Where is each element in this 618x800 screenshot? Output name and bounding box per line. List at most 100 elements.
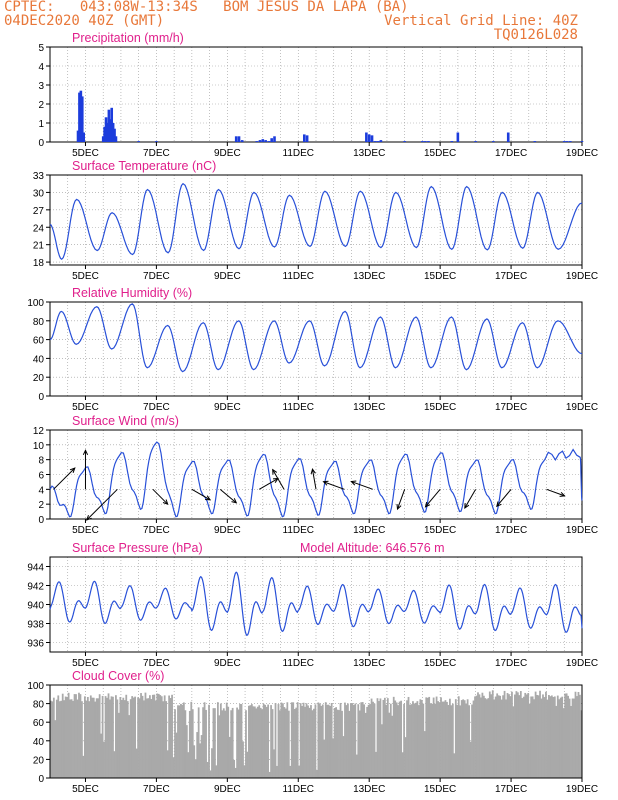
x-tick-label: 9DEC: [214, 148, 241, 159]
cloud-bar: [215, 765, 218, 778]
cloud-bar: [545, 691, 547, 778]
cloud-bar: [552, 696, 555, 778]
cloud-bar: [568, 698, 571, 778]
cloud-bar: [366, 706, 369, 778]
cloud-bar: [502, 695, 504, 778]
cloud-bar: [329, 705, 332, 778]
cloud-bar: [311, 710, 314, 778]
grid-note: Vertical Grid Line: 40Z: [384, 13, 578, 29]
cloud-bar: [397, 705, 400, 778]
wind-arrow: [191, 488, 211, 501]
cloud-bar: [181, 704, 184, 778]
precip-bar: [562, 141, 566, 142]
cloud-bar: [67, 692, 70, 778]
cloud-bar: [60, 700, 63, 778]
cloud-bar: [466, 699, 469, 778]
cloud-bar: [183, 702, 185, 778]
cloud-bar: [348, 710, 351, 778]
cloud-bar: [494, 696, 497, 778]
x-tick-label: 17DEC: [495, 658, 527, 669]
cloud-bar: [101, 695, 104, 778]
cloud-bar: [407, 696, 410, 778]
wind-arrow-head: [310, 468, 316, 475]
cloud-bar: [72, 700, 74, 778]
cloud-bar: [543, 697, 546, 778]
precip-bar: [450, 141, 454, 142]
cloud-bar: [143, 700, 145, 778]
rh-frame: [49, 301, 583, 397]
y-tick-label: 18: [33, 258, 45, 269]
precip-bar: [379, 140, 383, 142]
cloud-bar: [435, 696, 438, 778]
x-tick-label: 5DEC: [72, 658, 99, 669]
cloud-bar: [117, 712, 120, 778]
precip-bar: [370, 135, 374, 142]
x-tick-label: 11DEC: [283, 402, 315, 413]
y-tick-label: 40: [33, 737, 45, 748]
cloud-bar: [509, 696, 512, 778]
x-tick-label: 13DEC: [353, 784, 385, 795]
cloud-bar: [57, 695, 60, 778]
x-tick-label: 7DEC: [143, 784, 170, 795]
cloud-bar: [326, 704, 329, 778]
cloud-bar: [358, 710, 361, 778]
cloud-bar: [576, 696, 578, 778]
cloud-bar: [475, 695, 478, 778]
precip-bar: [506, 132, 510, 142]
x-tick-label: 15DEC: [424, 525, 456, 536]
cloud-bar: [514, 694, 516, 778]
precip-bar: [264, 140, 267, 142]
precip-bar: [255, 141, 259, 142]
cloud-bar: [480, 697, 482, 778]
precip-frame: [49, 46, 583, 143]
cloud-bar: [525, 694, 528, 778]
cloud-bar: [573, 698, 575, 778]
cloud-bar: [293, 709, 296, 778]
x-tick-label: 5DEC: [72, 784, 99, 795]
cloud-bar: [419, 699, 422, 778]
precip-bar: [113, 128, 116, 142]
cloud-bar: [381, 724, 383, 778]
cloud-bar: [242, 741, 244, 778]
cloud-bar: [134, 696, 137, 778]
cloud-bar: [360, 702, 363, 778]
cloud-bar: [162, 701, 165, 778]
temperature-line: [49, 182, 583, 260]
cloud-bar: [437, 701, 439, 778]
cloud-bar: [222, 708, 225, 778]
cloud-bar: [443, 701, 445, 778]
precip-bar: [104, 117, 108, 142]
cloud-bar: [271, 709, 274, 778]
cloud-bar: [194, 759, 197, 778]
cloud-bar: [484, 698, 487, 778]
precip-bar: [302, 134, 306, 142]
cloud-bar: [119, 697, 122, 778]
cloud-bar: [425, 697, 428, 778]
y-tick-label: 0: [38, 515, 44, 526]
cloud-bar: [496, 693, 499, 778]
cloud-bar: [199, 743, 202, 778]
cloud-bar: [310, 705, 312, 778]
wind-title: Surface Wind (m/s): [72, 414, 179, 428]
precip-bar: [580, 141, 584, 142]
cloud-bar: [488, 691, 491, 778]
cloud-bar: [561, 696, 564, 778]
cloud-bar: [342, 736, 345, 778]
precip-panel: [46, 46, 583, 146]
wind-arrow: [351, 481, 373, 490]
y-tick-label: 20: [33, 373, 45, 384]
cloud-bar: [51, 701, 54, 778]
cloud-bar: [559, 697, 562, 778]
cloud-bar: [218, 715, 221, 778]
cloud-bar: [485, 699, 488, 778]
cloud-bar: [98, 694, 101, 778]
cloud-bar: [512, 706, 515, 778]
cloud-bar: [174, 709, 176, 778]
wind-arrow: [464, 489, 477, 509]
cloud-bar: [184, 710, 187, 778]
x-tick-label: 15DEC: [424, 784, 456, 795]
y-tick-label: 21: [33, 241, 45, 252]
cloud-bar: [376, 698, 379, 778]
cloud-bar: [317, 702, 320, 778]
precip-bar: [261, 139, 265, 142]
